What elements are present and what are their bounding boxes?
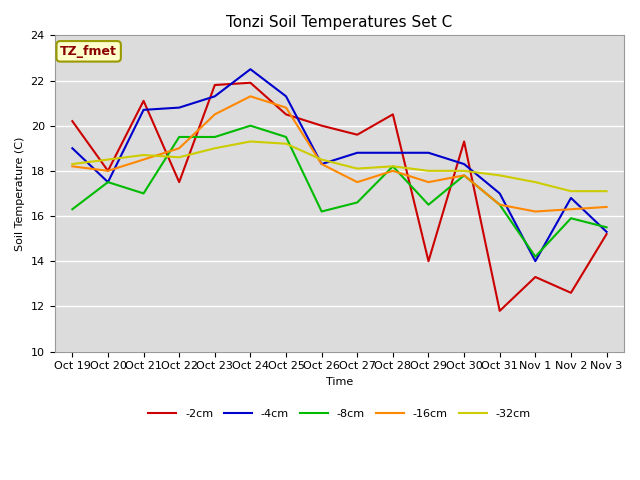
-4cm [460,161,468,167]
-2cm [603,231,611,237]
-2cm [104,168,112,174]
-2cm [460,139,468,144]
-2cm [496,308,504,314]
-8cm [246,123,254,129]
-8cm [282,134,290,140]
-8cm [140,191,147,196]
-8cm [531,254,539,260]
-16cm [104,168,112,174]
-8cm [460,172,468,178]
-4cm [68,145,76,151]
-8cm [211,134,219,140]
-2cm [246,80,254,85]
-2cm [318,123,326,129]
-4cm [496,191,504,196]
-32cm [531,179,539,185]
-2cm [211,82,219,88]
Y-axis label: Soil Temperature (C): Soil Temperature (C) [15,136,25,251]
Title: Tonzi Soil Temperatures Set C: Tonzi Soil Temperatures Set C [227,15,452,30]
-4cm [425,150,433,156]
-32cm [68,161,76,167]
-16cm [68,164,76,169]
Line: -16cm: -16cm [72,96,607,212]
Line: -2cm: -2cm [72,83,607,311]
-4cm [104,179,112,185]
Line: -4cm: -4cm [72,69,607,261]
-16cm [140,156,147,162]
-2cm [175,179,183,185]
-16cm [175,145,183,151]
-4cm [175,105,183,110]
-32cm [282,141,290,146]
Line: -32cm: -32cm [72,142,607,191]
-8cm [496,202,504,207]
-32cm [318,156,326,162]
-32cm [389,164,397,169]
-4cm [246,66,254,72]
-16cm [246,94,254,99]
-2cm [567,290,575,296]
-16cm [282,105,290,110]
-2cm [389,111,397,117]
-4cm [353,150,361,156]
-32cm [211,145,219,151]
-4cm [140,107,147,113]
-8cm [175,134,183,140]
-16cm [211,111,219,117]
-2cm [68,118,76,124]
-8cm [353,200,361,205]
-4cm [282,94,290,99]
-8cm [318,209,326,215]
-2cm [282,111,290,117]
-2cm [531,274,539,280]
X-axis label: Time: Time [326,377,353,387]
-16cm [531,209,539,215]
-8cm [603,225,611,230]
-32cm [140,152,147,158]
-32cm [175,155,183,160]
-16cm [496,202,504,207]
-16cm [389,168,397,174]
-32cm [353,166,361,171]
-4cm [603,229,611,235]
Legend: -2cm, -4cm, -8cm, -16cm, -32cm: -2cm, -4cm, -8cm, -16cm, -32cm [144,405,535,423]
-32cm [246,139,254,144]
-16cm [353,179,361,185]
-32cm [104,156,112,162]
-2cm [353,132,361,138]
-8cm [425,202,433,207]
-4cm [318,161,326,167]
-4cm [567,195,575,201]
-32cm [603,188,611,194]
-4cm [211,94,219,99]
-8cm [389,164,397,169]
-16cm [603,204,611,210]
-8cm [68,206,76,212]
-32cm [567,188,575,194]
-16cm [567,206,575,212]
-16cm [318,161,326,167]
-4cm [389,150,397,156]
Line: -8cm: -8cm [72,126,607,257]
-32cm [460,168,468,174]
-2cm [140,98,147,104]
-16cm [460,172,468,178]
-2cm [425,258,433,264]
-32cm [496,172,504,178]
-4cm [531,258,539,264]
-8cm [104,179,112,185]
-8cm [567,216,575,221]
Text: TZ_fmet: TZ_fmet [60,45,117,58]
-32cm [425,168,433,174]
-16cm [425,179,433,185]
